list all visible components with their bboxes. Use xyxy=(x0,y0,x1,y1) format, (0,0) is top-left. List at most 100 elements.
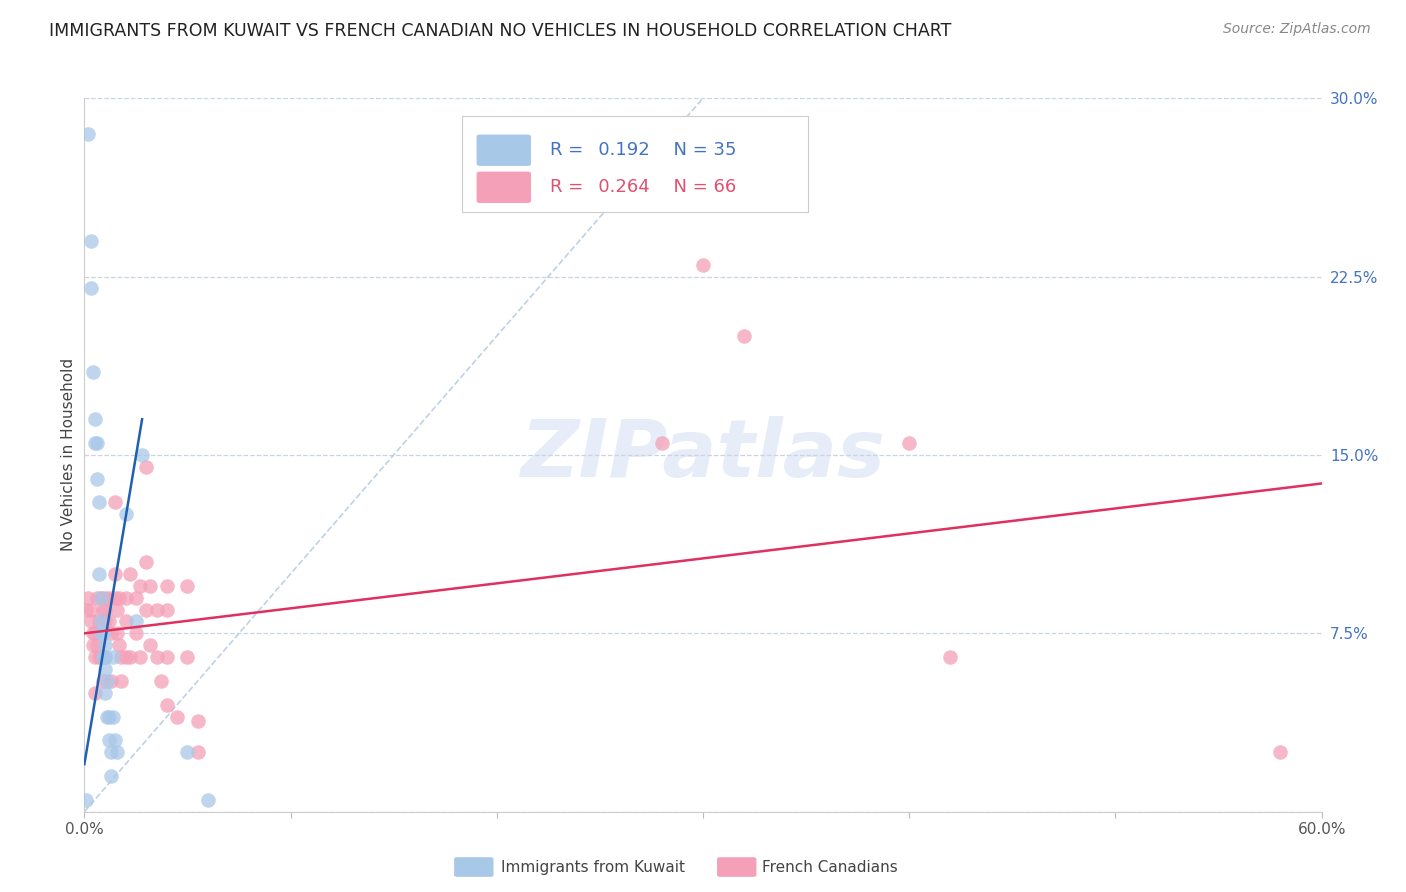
Point xyxy=(91,626,114,640)
Point xyxy=(114,615,136,629)
Point xyxy=(86,436,108,450)
Point xyxy=(83,650,105,665)
Point xyxy=(197,793,219,807)
Point xyxy=(86,472,108,486)
Point xyxy=(939,650,962,665)
Point xyxy=(100,769,122,783)
Point xyxy=(83,412,105,426)
Point xyxy=(94,591,117,605)
Point xyxy=(90,650,112,665)
Point xyxy=(83,436,105,450)
Point xyxy=(96,673,118,688)
FancyBboxPatch shape xyxy=(461,116,808,212)
Text: R =   0.192  N = 35: R = 0.192 N = 35 xyxy=(550,141,737,159)
Point xyxy=(114,508,136,522)
Point xyxy=(149,673,172,688)
Point xyxy=(176,579,198,593)
Point xyxy=(110,673,132,688)
Point xyxy=(94,650,117,665)
Point xyxy=(104,591,127,605)
Text: ZIPatlas: ZIPatlas xyxy=(520,416,886,494)
Point xyxy=(114,591,136,605)
Point xyxy=(87,650,110,665)
Text: R =   0.264  N = 66: R = 0.264 N = 66 xyxy=(550,178,735,196)
Point xyxy=(135,555,157,569)
Point xyxy=(90,615,112,629)
FancyBboxPatch shape xyxy=(477,135,531,166)
Point xyxy=(90,591,112,605)
Point xyxy=(156,602,179,616)
Point xyxy=(75,602,97,616)
Point xyxy=(82,638,104,652)
Point xyxy=(125,626,148,640)
Point xyxy=(131,448,153,462)
Point xyxy=(176,650,198,665)
Point xyxy=(118,650,141,665)
Text: French Canadians: French Canadians xyxy=(762,860,898,874)
Text: IMMIGRANTS FROM KUWAIT VS FRENCH CANADIAN NO VEHICLES IN HOUSEHOLD CORRELATION C: IMMIGRANTS FROM KUWAIT VS FRENCH CANADIA… xyxy=(49,22,952,40)
Y-axis label: No Vehicles in Household: No Vehicles in Household xyxy=(60,359,76,551)
Point xyxy=(100,673,122,688)
Point xyxy=(98,733,121,747)
Point xyxy=(125,591,148,605)
Point xyxy=(77,591,100,605)
Point xyxy=(77,127,100,141)
Point xyxy=(82,365,104,379)
Point xyxy=(86,591,108,605)
Point xyxy=(91,650,114,665)
Point xyxy=(129,650,152,665)
Point xyxy=(108,638,131,652)
Point xyxy=(83,626,105,640)
Point xyxy=(86,638,108,652)
Point xyxy=(135,602,157,616)
Point xyxy=(90,626,112,640)
Point xyxy=(692,258,714,272)
Point xyxy=(156,579,179,593)
Point xyxy=(104,495,127,509)
Point xyxy=(108,591,131,605)
Point xyxy=(105,626,128,640)
Point xyxy=(100,626,122,640)
Point xyxy=(94,650,117,665)
Point xyxy=(87,615,110,629)
Point xyxy=(145,602,167,616)
Point xyxy=(139,638,162,652)
Point xyxy=(94,638,117,652)
Point xyxy=(98,709,121,723)
Point xyxy=(82,626,104,640)
FancyBboxPatch shape xyxy=(477,171,531,203)
Point xyxy=(87,566,110,581)
Point xyxy=(79,602,101,616)
Point xyxy=(98,591,121,605)
Point xyxy=(103,709,125,723)
Point xyxy=(135,459,157,474)
Point xyxy=(110,650,132,665)
Point xyxy=(1270,745,1292,759)
Point xyxy=(166,709,188,723)
Point xyxy=(105,745,128,759)
Point xyxy=(96,709,118,723)
Point xyxy=(94,615,117,629)
Point xyxy=(94,686,117,700)
Point xyxy=(90,591,112,605)
Point xyxy=(651,436,673,450)
Point xyxy=(118,566,141,581)
Point xyxy=(79,234,101,248)
Point xyxy=(187,745,209,759)
Point xyxy=(187,714,209,729)
Point xyxy=(156,650,179,665)
Point xyxy=(139,579,162,593)
Point xyxy=(98,615,121,629)
Point xyxy=(91,673,114,688)
Point xyxy=(145,650,167,665)
Point xyxy=(91,602,114,616)
Point xyxy=(94,662,117,676)
Point xyxy=(83,686,105,700)
Point xyxy=(75,793,97,807)
Point xyxy=(100,745,122,759)
Point xyxy=(94,602,117,616)
Point xyxy=(79,615,101,629)
Point xyxy=(114,650,136,665)
Text: Immigrants from Kuwait: Immigrants from Kuwait xyxy=(501,860,685,874)
Point xyxy=(103,650,125,665)
